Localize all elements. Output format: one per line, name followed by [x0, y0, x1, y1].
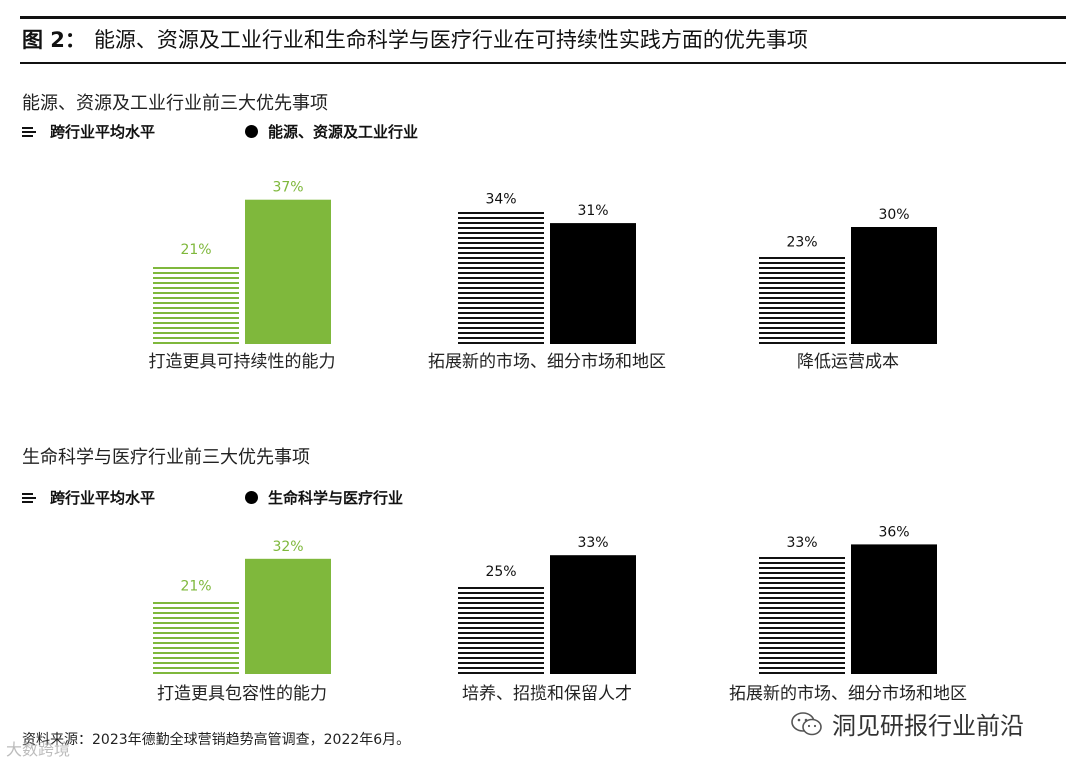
chart-life-sciences: 21% 32% 打造更具包容性的能力 25% 33% 培养、招揽和保留人才 33% 36% 拓展… [153, 524, 967, 704]
section-title-energy: 能源、资源及工业行业前三大优先事项 [22, 93, 328, 114]
legend-industry-label: 能源、资源及工业行业 [268, 123, 419, 141]
figure-label: 图 2： [22, 28, 86, 52]
hatch-bars-icon [22, 492, 36, 503]
data-label-average: 25% [485, 564, 516, 580]
top-rule [20, 16, 1066, 19]
legend-energy: 跨行业平均水平 能源、资源及工业行业 [22, 121, 508, 142]
data-label-average: 23% [786, 234, 817, 250]
data-label-average: 21% [180, 578, 211, 594]
bar-average [759, 557, 845, 674]
data-label-average: 33% [786, 535, 817, 551]
category-label: 降低运营成本 [797, 352, 899, 372]
bar-industry [245, 199, 331, 344]
source-note: 资料来源：2023年德勤全球营销趋势高管调查，2022年6月。 [22, 732, 411, 748]
filled-circle-icon [245, 491, 259, 504]
hatch-bars-icon [22, 126, 36, 137]
category-label: 打造更具包容性的能力 [157, 684, 327, 704]
data-label-industry: 36% [878, 524, 909, 540]
bar-industry [851, 544, 937, 674]
filled-circle-icon [245, 125, 259, 138]
data-label-average: 34% [485, 191, 516, 207]
data-label-industry: 32% [272, 539, 303, 555]
legend-industry-label: 生命科学与医疗行业 [268, 489, 404, 507]
bar-average [153, 602, 239, 674]
data-label-industry: 30% [878, 207, 909, 223]
watermark-right: 洞见研报行业前沿 [790, 706, 1024, 741]
watermark-left: 大数跨境 [6, 740, 71, 759]
bar-industry [851, 227, 937, 344]
data-label-industry: 31% [577, 203, 608, 219]
bar-average [458, 212, 544, 344]
bar-average [759, 257, 845, 344]
chart-energy: 21% 37% 打造更具可持续性的能力 34% 31% 拓展新的市场、细分市场和地区 23%… [149, 180, 937, 372]
category-label: 拓展新的市场、细分市场和地区 [729, 684, 967, 704]
section-title-life-sciences: 生命科学与医疗行业前三大优先事项 [22, 447, 310, 468]
legend-average-label: 跨行业平均水平 [50, 123, 156, 141]
bar-industry [245, 558, 331, 674]
legend-item-industry: 生命科学与医疗行业 [245, 487, 403, 508]
figure-title-text: 能源、资源及工业行业和生命科学与医疗行业在可持续性实践方面的优先事项 [93, 28, 808, 52]
bar-average [153, 267, 239, 344]
legend-average-label: 跨行业平均水平 [50, 489, 156, 507]
data-label-average: 21% [180, 242, 211, 258]
category-label: 拓展新的市场、细分市场和地区 [428, 352, 666, 372]
wechat-icon [791, 711, 822, 735]
bar-average [458, 587, 544, 674]
watermark-right-text: 洞见研报行业前沿 [832, 712, 1024, 740]
legend-life-sciences: 跨行业平均水平 生命科学与医疗行业 [22, 487, 493, 508]
data-label-industry: 33% [577, 535, 608, 551]
legend-item-average: 跨行业平均水平 [22, 487, 155, 508]
bar-industry [550, 555, 636, 674]
category-label: 打造更具可持续性的能力 [149, 352, 336, 372]
legend-item-average: 跨行业平均水平 [22, 121, 155, 142]
figure-title: 图 2： 能源、资源及工业行业和生命科学与医疗行业在可持续性实践方面的优先事项 [22, 24, 808, 54]
legend-item-industry: 能源、资源及工业行业 [245, 121, 418, 142]
title-rule [20, 62, 1066, 64]
bar-industry [550, 223, 636, 344]
data-label-industry: 37% [272, 180, 303, 196]
category-label: 培养、招揽和保留人才 [462, 684, 632, 704]
